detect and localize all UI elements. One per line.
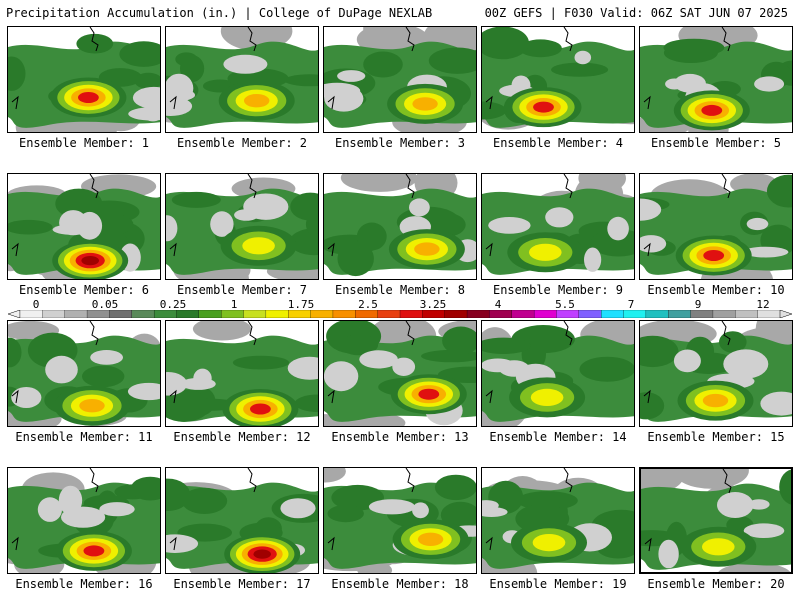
member-map-8 [323, 173, 477, 280]
colorbar-tick: 7 [627, 298, 635, 311]
member-map-16 [7, 467, 161, 574]
member-map-10 [639, 173, 793, 280]
member-label: Ensemble Member: 11 [15, 430, 153, 444]
member-label: Ensemble Member: 16 [15, 577, 153, 591]
colorbar-tick: 3.25 [419, 298, 447, 311]
member-label: Ensemble Member: 2 [176, 136, 308, 150]
member-label: Ensemble Member: 5 [650, 136, 782, 150]
colorbar-tick: 4 [494, 298, 502, 311]
member-label: Ensemble Member: 6 [18, 283, 150, 297]
member-map-12 [165, 320, 319, 427]
member-map-11 [7, 320, 161, 427]
member-label: Ensemble Member: 7 [176, 283, 308, 297]
member-map-3 [323, 26, 477, 133]
member-map-9 [481, 173, 635, 280]
member-map-15 [639, 320, 793, 427]
colorbar-tick: 2.5 [358, 298, 378, 311]
member-map-2 [165, 26, 319, 133]
member-label: Ensemble Member: 20 [647, 577, 785, 591]
member-label: Ensemble Member: 15 [647, 430, 785, 444]
member-map-7 [165, 173, 319, 280]
run-info: 00Z GEFS | F030 Valid: 06Z SAT JUN 07 20… [484, 6, 788, 20]
member-map-4 [481, 26, 635, 133]
member-label: Ensemble Member: 12 [173, 430, 311, 444]
precip-colorbar: 0 0.05 0.25 1 1.75 2.5 3.25 4 5.5 7 9 12 [8, 298, 792, 320]
colorbar-tick: 5.5 [555, 298, 575, 311]
colorbar-tick: 1 [230, 298, 238, 311]
member-map-17 [165, 467, 319, 574]
member-label: Ensemble Member: 19 [489, 577, 627, 591]
member-map-13 [323, 320, 477, 427]
member-label: Ensemble Member: 1 [18, 136, 150, 150]
colorbar-tick: 12 [756, 298, 770, 311]
colorbar-tick: 0.05 [91, 298, 119, 311]
member-map-1 [7, 26, 161, 133]
member-map-14 [481, 320, 635, 427]
member-map-18 [323, 467, 477, 574]
member-label: Ensemble Member: 3 [334, 136, 466, 150]
member-label: Ensemble Member: 14 [489, 430, 627, 444]
member-map-20 [639, 467, 793, 574]
member-label: Ensemble Member: 18 [331, 577, 469, 591]
member-label: Ensemble Member: 4 [492, 136, 624, 150]
member-map-19 [481, 467, 635, 574]
member-label: Ensemble Member: 17 [173, 577, 311, 591]
member-map-6 [7, 173, 161, 280]
member-label: Ensemble Member: 13 [331, 430, 469, 444]
member-label: Ensemble Member: 9 [492, 283, 624, 297]
member-map-5 [639, 26, 793, 133]
colorbar-tick: 1.75 [287, 298, 315, 311]
map-title: Precipitation Accumulation (in.) | Colle… [6, 6, 433, 20]
member-label: Ensemble Member: 8 [334, 283, 466, 297]
colorbar-tick: 9 [694, 298, 702, 311]
member-label: Ensemble Member: 10 [647, 283, 785, 297]
colorbar-tick: 0.25 [159, 298, 187, 311]
colorbar-tick: 0 [32, 298, 40, 311]
